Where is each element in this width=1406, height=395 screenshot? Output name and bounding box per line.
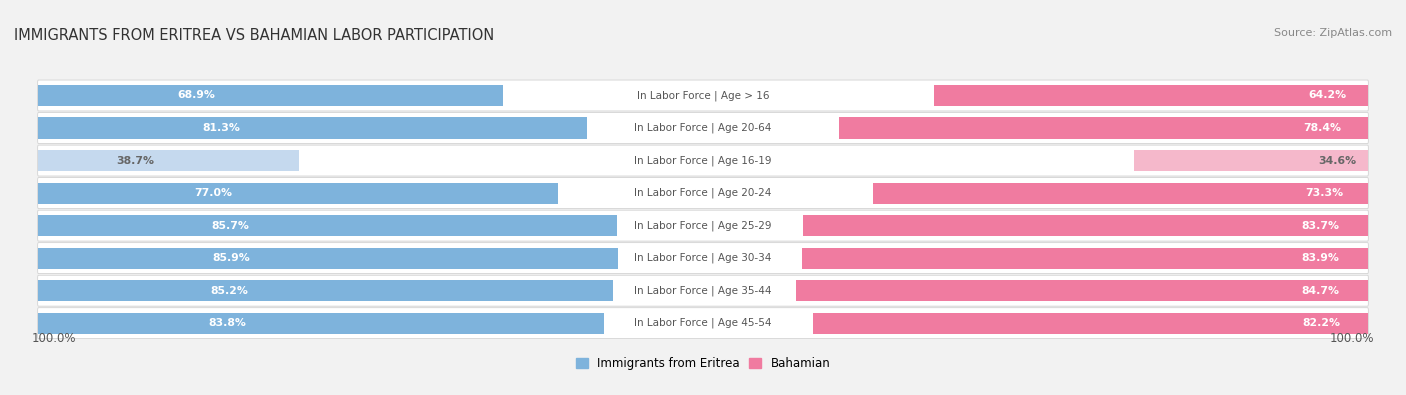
Bar bbox=[38, 312, 603, 334]
Text: 64.2%: 64.2% bbox=[1308, 90, 1346, 100]
Bar bbox=[38, 248, 619, 269]
Text: In Labor Force | Age 35-44: In Labor Force | Age 35-44 bbox=[634, 286, 772, 296]
Bar bbox=[38, 85, 503, 106]
FancyBboxPatch shape bbox=[38, 113, 1368, 143]
FancyBboxPatch shape bbox=[38, 80, 1368, 111]
Bar bbox=[38, 280, 613, 301]
Text: 73.3%: 73.3% bbox=[1305, 188, 1343, 198]
Text: 38.7%: 38.7% bbox=[117, 156, 155, 166]
Text: 34.6%: 34.6% bbox=[1317, 156, 1355, 166]
Text: 85.9%: 85.9% bbox=[212, 253, 250, 263]
Text: Source: ZipAtlas.com: Source: ZipAtlas.com bbox=[1274, 28, 1392, 38]
Text: In Labor Force | Age 45-54: In Labor Force | Age 45-54 bbox=[634, 318, 772, 329]
Text: 83.7%: 83.7% bbox=[1302, 221, 1340, 231]
Text: In Labor Force | Age 25-29: In Labor Force | Age 25-29 bbox=[634, 220, 772, 231]
Bar bbox=[803, 215, 1368, 236]
FancyBboxPatch shape bbox=[38, 308, 1368, 339]
Bar bbox=[38, 215, 617, 236]
Text: 85.2%: 85.2% bbox=[211, 286, 249, 296]
FancyBboxPatch shape bbox=[38, 145, 1368, 176]
Text: In Labor Force | Age > 16: In Labor Force | Age > 16 bbox=[637, 90, 769, 101]
Text: 82.2%: 82.2% bbox=[1302, 318, 1340, 328]
Bar bbox=[935, 85, 1368, 106]
FancyBboxPatch shape bbox=[38, 275, 1368, 306]
Legend: Immigrants from Eritrea, Bahamian: Immigrants from Eritrea, Bahamian bbox=[571, 352, 835, 375]
Text: In Labor Force | Age 30-34: In Labor Force | Age 30-34 bbox=[634, 253, 772, 263]
Text: In Labor Force | Age 20-64: In Labor Force | Age 20-64 bbox=[634, 123, 772, 133]
Bar bbox=[813, 312, 1368, 334]
Bar bbox=[873, 182, 1368, 204]
Text: 81.3%: 81.3% bbox=[202, 123, 240, 133]
Text: 68.9%: 68.9% bbox=[177, 90, 215, 100]
Text: 83.9%: 83.9% bbox=[1302, 253, 1340, 263]
Text: 85.7%: 85.7% bbox=[212, 221, 250, 231]
Text: In Labor Force | Age 20-24: In Labor Force | Age 20-24 bbox=[634, 188, 772, 198]
Bar bbox=[796, 280, 1368, 301]
Text: IMMIGRANTS FROM ERITREA VS BAHAMIAN LABOR PARTICIPATION: IMMIGRANTS FROM ERITREA VS BAHAMIAN LABO… bbox=[14, 28, 495, 43]
Text: 77.0%: 77.0% bbox=[194, 188, 232, 198]
Text: 83.8%: 83.8% bbox=[208, 318, 246, 328]
Bar bbox=[801, 248, 1368, 269]
Text: In Labor Force | Age 16-19: In Labor Force | Age 16-19 bbox=[634, 155, 772, 166]
FancyBboxPatch shape bbox=[38, 210, 1368, 241]
Text: 100.0%: 100.0% bbox=[1330, 332, 1375, 345]
Text: 78.4%: 78.4% bbox=[1303, 123, 1341, 133]
FancyBboxPatch shape bbox=[38, 178, 1368, 209]
Text: 84.7%: 84.7% bbox=[1301, 286, 1339, 296]
Text: 100.0%: 100.0% bbox=[31, 332, 76, 345]
Bar bbox=[38, 150, 299, 171]
Bar bbox=[1135, 150, 1368, 171]
FancyBboxPatch shape bbox=[38, 243, 1368, 274]
Bar bbox=[38, 117, 586, 139]
Bar bbox=[838, 117, 1368, 139]
Bar bbox=[38, 182, 558, 204]
